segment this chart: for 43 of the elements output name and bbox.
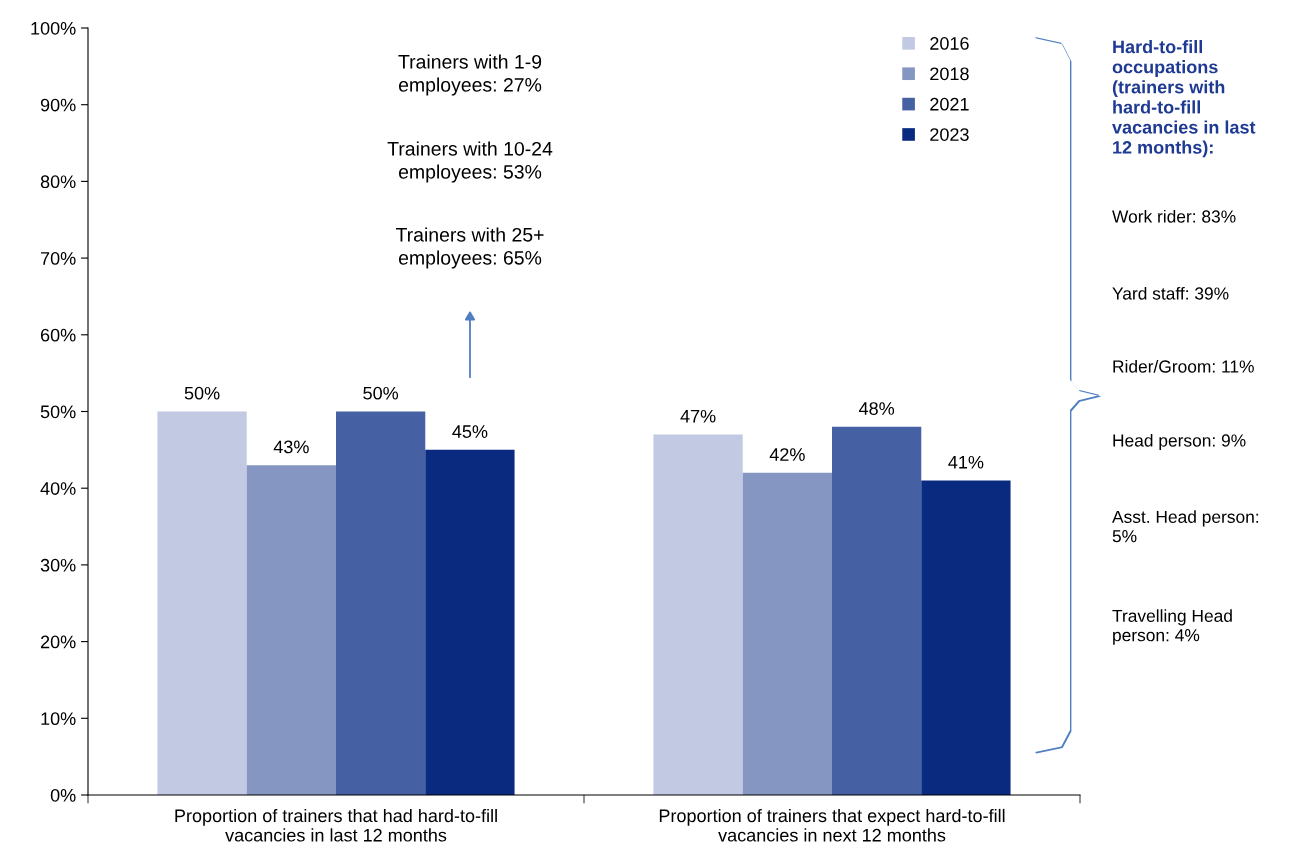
- y-tick-label: 100%: [31, 21, 76, 35]
- data-label: 48%: [858, 402, 895, 415]
- text: Work rider: 83%: [1112, 209, 1236, 223]
- text: Head person: 9%: [1113, 433, 1246, 451]
- bar: [425, 449, 515, 795]
- text: Travelling Head person: 4%: [1112, 609, 1232, 645]
- annotation: Trainers with 10-24 employees: 53%: [387, 141, 553, 183]
- bar: [921, 480, 1011, 795]
- bar: [336, 411, 426, 795]
- annotation: Trainers with 25+ employees: 65%: [395, 227, 544, 269]
- text: Yard staff: 39%: [1112, 286, 1229, 300]
- bar: [246, 465, 336, 795]
- y-tick-label: 80%: [40, 175, 76, 189]
- text: Rider/Groom: 11%: [1113, 359, 1254, 373]
- y-tick-label: 30%: [40, 558, 76, 572]
- x-tick-label: Proportion of trainers that had hard-to-fill vacancies in last 12 months: [175, 808, 497, 842]
- data-label: 45%: [452, 425, 488, 438]
- bar: [157, 411, 247, 795]
- legend-label: 2018: [930, 67, 969, 81]
- x-tick-label: Proportion of trainers that expect hard-to-fill vacancies in next 12 months: [659, 808, 1005, 842]
- text: Asst. Head person: 5%: [1112, 510, 1259, 543]
- bar: [742, 472, 832, 795]
- data-label: 42%: [769, 448, 805, 461]
- text: Hard-to-fill occupations (trainers with hard-to-fill vacancies in last 12 months):: [1112, 40, 1256, 158]
- data-label: 50%: [184, 386, 220, 400]
- data-label: 43%: [273, 440, 309, 454]
- data-label: 47%: [680, 409, 716, 423]
- y-tick-label: 0%: [50, 788, 76, 802]
- data-label: 50%: [363, 386, 399, 400]
- y-tick-label: 50%: [40, 405, 76, 419]
- bar: [653, 434, 743, 795]
- bar: [832, 426, 922, 795]
- y-tick-label: 10%: [41, 712, 76, 726]
- y-tick-label: 20%: [40, 635, 76, 649]
- y-tick-label: 40%: [40, 482, 76, 495]
- legend-label: 2021: [930, 97, 969, 111]
- y-tick-label: 70%: [40, 252, 76, 265]
- y-tick-label: 60%: [40, 328, 76, 342]
- annotation: Trainers with 1-9 employees: 27%: [398, 54, 542, 96]
- y-tick-label: 90%: [40, 98, 76, 112]
- legend-label: 2023: [930, 128, 969, 141]
- data-label: 41%: [948, 455, 984, 469]
- legend-label: 2016: [930, 37, 969, 50]
